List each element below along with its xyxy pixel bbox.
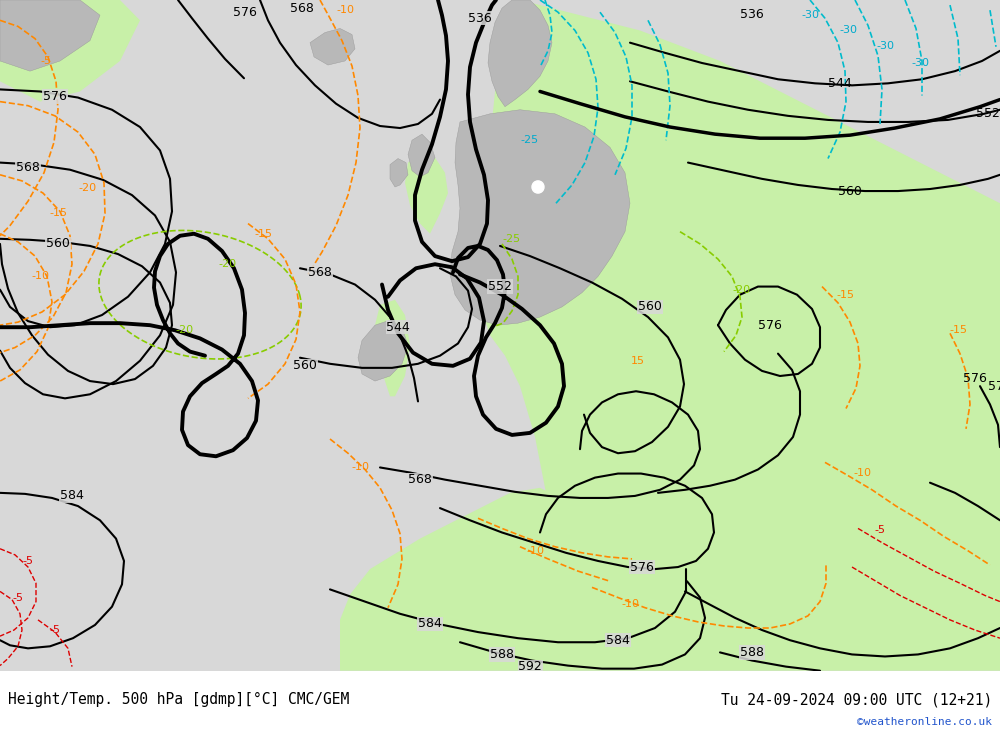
Text: -20: -20 — [219, 259, 237, 269]
Text: 544: 544 — [386, 321, 410, 334]
Text: 576: 576 — [233, 6, 257, 19]
Polygon shape — [375, 300, 410, 397]
Text: -20: -20 — [176, 325, 194, 335]
Text: 560: 560 — [46, 237, 70, 251]
Text: -10: -10 — [31, 271, 49, 281]
Text: Height/Temp. 500 hPa [gdmp][°C] CMC/GEM: Height/Temp. 500 hPa [gdmp][°C] CMC/GEM — [8, 692, 349, 707]
Text: -30: -30 — [876, 41, 894, 51]
Polygon shape — [310, 29, 355, 65]
Text: 536: 536 — [468, 12, 492, 25]
Text: -30: -30 — [801, 10, 819, 21]
Text: 552: 552 — [488, 280, 512, 293]
Text: -15: -15 — [254, 229, 272, 239]
Polygon shape — [0, 0, 140, 102]
Text: 592: 592 — [518, 660, 542, 673]
Text: 536: 536 — [740, 8, 764, 21]
Text: 568: 568 — [408, 473, 432, 486]
Text: 552: 552 — [976, 107, 1000, 120]
Text: -5: -5 — [22, 556, 34, 566]
Text: 576: 576 — [758, 319, 782, 332]
Text: 560: 560 — [638, 301, 662, 314]
Text: -25: -25 — [521, 135, 539, 145]
Text: -10: -10 — [621, 599, 639, 608]
Text: -5: -5 — [874, 526, 886, 536]
Text: 560: 560 — [293, 359, 317, 372]
Text: -10: -10 — [526, 546, 544, 556]
Text: -5: -5 — [50, 625, 60, 635]
Text: -30: -30 — [911, 58, 929, 68]
Polygon shape — [0, 0, 100, 71]
Text: -20: -20 — [79, 183, 97, 193]
Text: 560: 560 — [838, 185, 862, 198]
Polygon shape — [390, 158, 408, 187]
Text: -15: -15 — [836, 290, 854, 300]
Polygon shape — [358, 320, 408, 381]
Text: Tu 24-09-2024 09:00 UTC (12+21): Tu 24-09-2024 09:00 UTC (12+21) — [721, 692, 992, 707]
Text: -10: -10 — [351, 463, 369, 473]
Text: 584: 584 — [418, 617, 442, 630]
Text: 568: 568 — [290, 1, 314, 15]
Text: 15: 15 — [631, 356, 645, 366]
Text: -20: -20 — [733, 284, 751, 295]
Text: -30: -30 — [839, 26, 857, 35]
Text: 576: 576 — [988, 380, 1000, 393]
Text: 584: 584 — [60, 490, 84, 502]
Text: 576: 576 — [630, 561, 654, 573]
Text: 544: 544 — [828, 77, 852, 90]
Polygon shape — [405, 152, 448, 234]
Polygon shape — [488, 0, 552, 107]
Text: -25: -25 — [503, 234, 521, 244]
Polygon shape — [450, 110, 630, 325]
Text: -5: -5 — [12, 592, 24, 603]
Text: -5: -5 — [40, 56, 52, 66]
Text: -15: -15 — [949, 325, 967, 335]
Text: -10: -10 — [336, 5, 354, 15]
Polygon shape — [408, 134, 435, 177]
Circle shape — [532, 181, 544, 193]
Text: 576: 576 — [43, 90, 67, 103]
Polygon shape — [475, 0, 1000, 671]
Polygon shape — [340, 487, 700, 671]
Text: 576: 576 — [963, 372, 987, 385]
Text: 588: 588 — [740, 646, 764, 659]
Text: 568: 568 — [16, 161, 40, 174]
Text: -15: -15 — [49, 208, 67, 218]
Text: 584: 584 — [606, 634, 630, 647]
Text: 568: 568 — [308, 266, 332, 279]
Text: 588: 588 — [490, 648, 514, 661]
Text: -10: -10 — [853, 468, 871, 477]
Text: ©weatheronline.co.uk: ©weatheronline.co.uk — [857, 717, 992, 727]
